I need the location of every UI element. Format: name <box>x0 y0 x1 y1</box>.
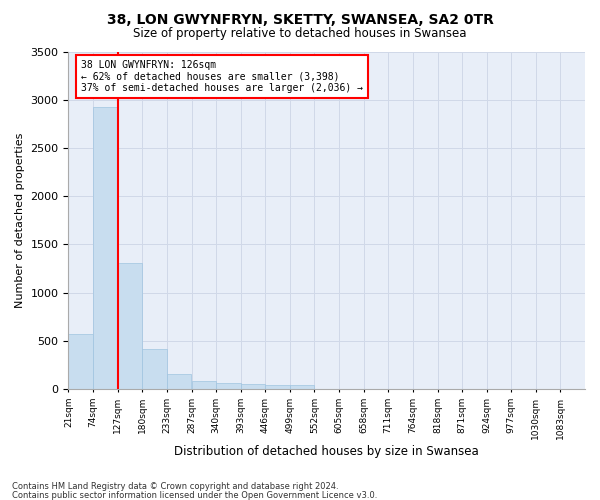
Bar <box>142 349 167 389</box>
X-axis label: Distribution of detached houses by size in Swansea: Distribution of detached houses by size … <box>175 444 479 458</box>
Text: Contains HM Land Registry data © Crown copyright and database right 2024.: Contains HM Land Registry data © Crown c… <box>12 482 338 491</box>
Bar <box>216 384 241 389</box>
Bar <box>68 334 93 389</box>
Bar <box>93 108 118 389</box>
Text: 38 LON GWYNFRYN: 126sqm
← 62% of detached houses are smaller (3,398)
37% of semi: 38 LON GWYNFRYN: 126sqm ← 62% of detache… <box>82 60 364 93</box>
Bar <box>241 384 265 389</box>
Y-axis label: Number of detached properties: Number of detached properties <box>15 132 25 308</box>
Bar <box>290 385 314 389</box>
Bar <box>191 382 216 389</box>
Bar <box>265 385 290 389</box>
Text: Size of property relative to detached houses in Swansea: Size of property relative to detached ho… <box>133 28 467 40</box>
Text: 38, LON GWYNFRYN, SKETTY, SWANSEA, SA2 0TR: 38, LON GWYNFRYN, SKETTY, SWANSEA, SA2 0… <box>107 12 493 26</box>
Bar <box>118 263 142 389</box>
Text: Contains public sector information licensed under the Open Government Licence v3: Contains public sector information licen… <box>12 490 377 500</box>
Bar <box>167 374 191 389</box>
